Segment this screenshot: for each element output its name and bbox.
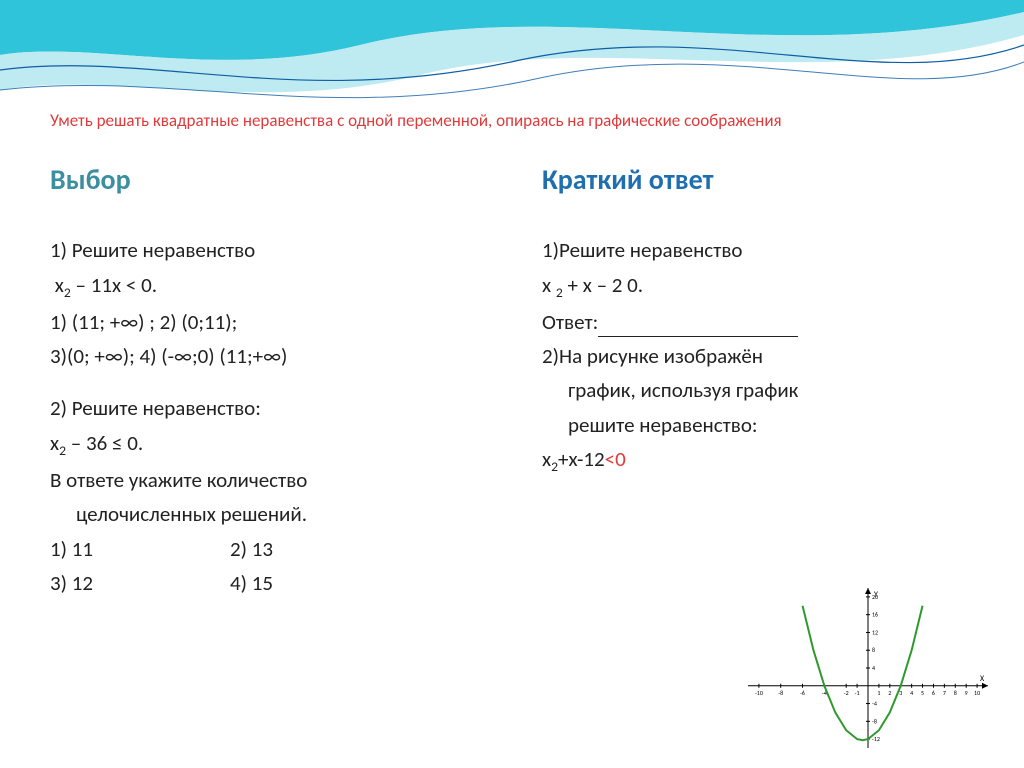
- svg-text:5: 5: [921, 689, 924, 697]
- rq2-sub: 2: [551, 458, 558, 475]
- r-q1-prompt: 1)Решите неравенство: [542, 235, 974, 265]
- svg-text:-8: -8: [778, 689, 783, 697]
- svg-text:16: 16: [872, 611, 878, 619]
- svg-text:-10: -10: [755, 689, 763, 697]
- svg-text:12: 12: [872, 628, 878, 636]
- right-header: Краткий ответ: [542, 162, 974, 197]
- q2-sub: 2: [59, 442, 66, 459]
- r-q1-answer: Ответ:: [542, 307, 974, 337]
- rq2-rest: +x-12: [558, 446, 605, 472]
- left-column: Выбор 1) Решите неравенство x2 – 11x < 0…: [50, 162, 482, 602]
- right-column: Краткий ответ 1)Решите неравенство x 2 +…: [542, 162, 974, 602]
- q2-note-l1: В ответе укажите количество: [50, 465, 482, 495]
- svg-text:-12: -12: [872, 735, 880, 743]
- slide-title: Уметь решать квадратные неравенства с од…: [50, 110, 830, 132]
- rq1-rest: + x – 2 0.: [563, 272, 643, 298]
- q2-opts-row2: 3) 124) 15: [50, 568, 482, 598]
- left-header: Выбор: [50, 162, 482, 197]
- slide-content: Уметь решать квадратные неравенства с од…: [50, 110, 974, 603]
- svg-text:Y: Y: [874, 590, 878, 600]
- q2-prompt: 2) Решите неравенство:: [50, 393, 482, 423]
- svg-text:8: 8: [954, 689, 957, 697]
- q2-inequality: x2 – 36 ≤ 0.: [50, 428, 482, 461]
- svg-text:8: 8: [872, 646, 875, 654]
- rq1-sub: 2: [556, 284, 563, 301]
- rq1-var: x: [542, 272, 556, 298]
- q2-rest: – 36 ≤ 0.: [66, 430, 143, 456]
- r-q2-l2: график, используя график: [542, 375, 974, 405]
- answer-label: Ответ:: [542, 309, 598, 335]
- svg-text:-1: -1: [855, 689, 860, 697]
- svg-text:4: 4: [872, 664, 875, 672]
- svg-text:6: 6: [932, 689, 935, 697]
- svg-text:-2: -2: [844, 689, 849, 697]
- r-q2-inequality: x2+x-12<0: [542, 444, 974, 477]
- parabola-chart: -10-8-6-4-2-11234567891048121620-4-8-12X…: [748, 588, 988, 748]
- rq2-var: x: [542, 446, 551, 472]
- right-body: 1)Решите неравенство x 2 + x – 2 0. Отве…: [542, 235, 974, 477]
- q2-note-l2: целочисленных решений.: [50, 499, 482, 529]
- svg-text:7: 7: [943, 689, 946, 697]
- q1-var: x: [55, 272, 64, 298]
- r-q1-inequality: x 2 + x – 2 0.: [542, 270, 974, 303]
- q2-opt4: 4) 15: [230, 570, 273, 596]
- svg-text:-4: -4: [872, 700, 877, 708]
- svg-text:4: 4: [910, 689, 913, 697]
- q2-opts-row1: 1) 112) 13: [50, 534, 482, 564]
- q1-sub: 2: [64, 284, 71, 301]
- chart-svg: -10-8-6-4-2-11234567891048121620-4-8-12X…: [748, 588, 988, 748]
- two-column-layout: Выбор 1) Решите неравенство x2 – 11x < 0…: [50, 162, 974, 602]
- svg-text:9: 9: [965, 689, 968, 697]
- q2-opt1: 1) 11: [50, 534, 230, 564]
- svg-text:10: 10: [974, 689, 980, 697]
- q2-var: x: [50, 430, 59, 456]
- q2-opt2: 2) 13: [230, 536, 273, 562]
- r-q2-l3: решите неравенство:: [542, 410, 974, 440]
- q1-inequality: x2 – 11x < 0.: [50, 270, 482, 303]
- rq2-red: <0: [605, 446, 626, 472]
- svg-text:1: 1: [877, 689, 880, 697]
- q1-prompt: 1) Решите неравенство: [50, 235, 482, 265]
- svg-text:-6: -6: [800, 689, 805, 697]
- q1-options-line2: 3)(0; +∞); 4) (-∞;0) (11;+∞): [50, 341, 482, 371]
- answer-blank: [598, 336, 798, 337]
- left-body: 1) Решите неравенство x2 – 11x < 0. 1) (…: [50, 235, 482, 598]
- q2-opt3: 3) 12: [50, 568, 230, 598]
- svg-text:-8: -8: [872, 717, 877, 725]
- r-q2-l1: 2)На рисунке изображён: [542, 341, 974, 371]
- svg-text:2: 2: [888, 689, 891, 697]
- q1-options-line1: 1) (11; +∞) ; 2) (0;11);: [50, 307, 482, 337]
- q1-rest: – 11x < 0.: [71, 272, 157, 298]
